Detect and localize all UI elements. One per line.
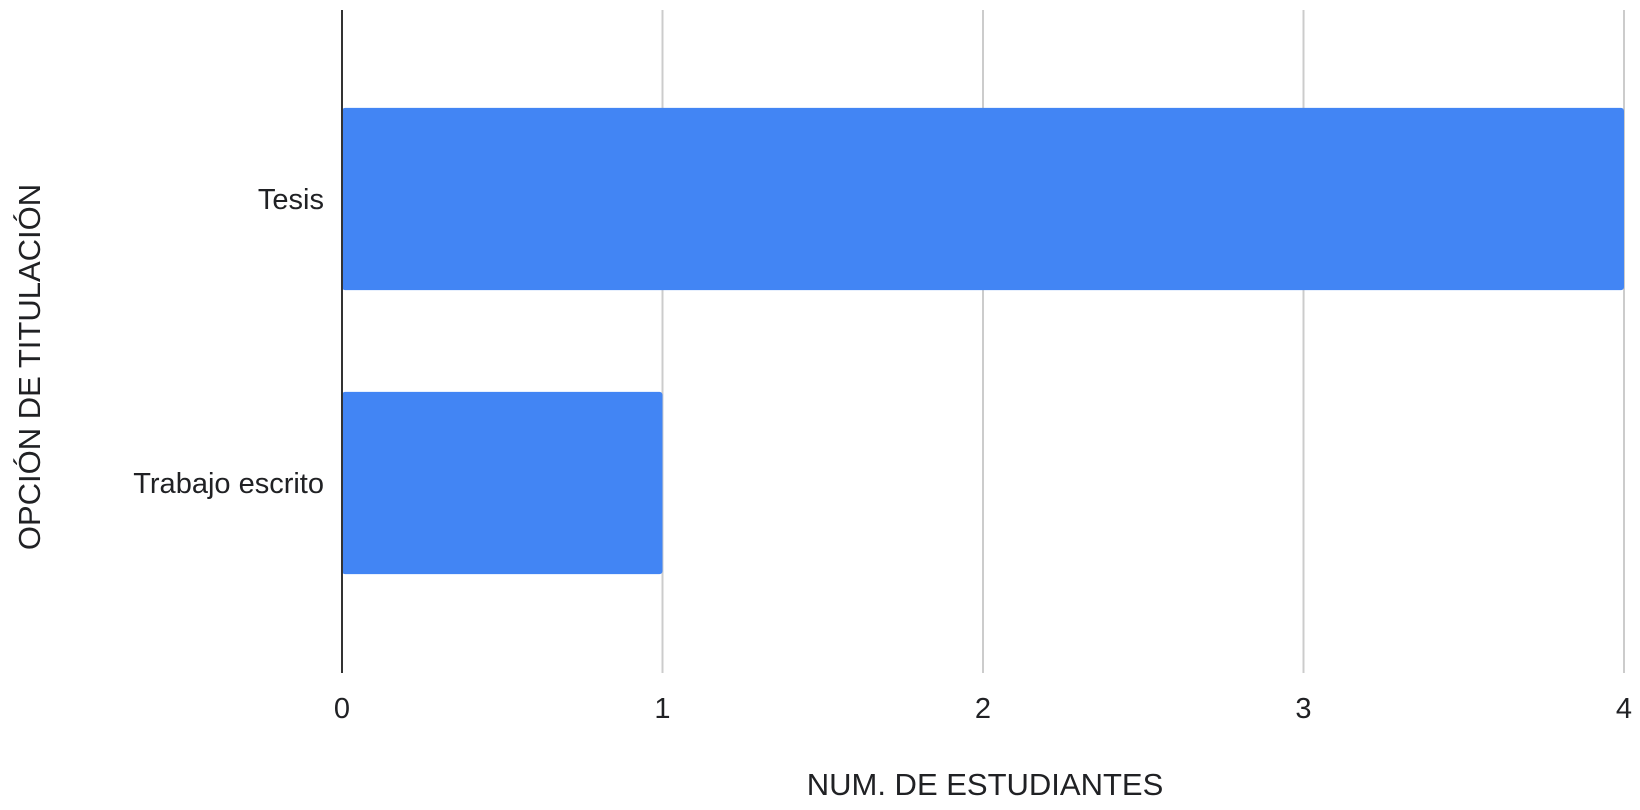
bar-tesis [342,107,1624,291]
y-axis-title: OPCIÓN DE TITULACIÓN [12,184,47,550]
x-tick-label-0: 0 [334,693,350,725]
bars [342,107,1624,575]
category-label-tesis: Tesis [258,184,324,216]
x-tick-label-4: 4 [1616,693,1632,725]
x-axis-title: NUM. DE ESTUDIANTES [807,767,1164,802]
x-tick-label-3: 3 [1295,693,1311,725]
category-label-trabajo-escrito: Trabajo escrito [133,468,324,500]
x-tick-label-2: 2 [975,693,991,725]
labels: 0 1 2 3 4 Tesis Trabajo escrito [133,184,1632,725]
x-tick-label-1: 1 [654,693,670,725]
bar-trabajo-escrito [342,391,663,575]
